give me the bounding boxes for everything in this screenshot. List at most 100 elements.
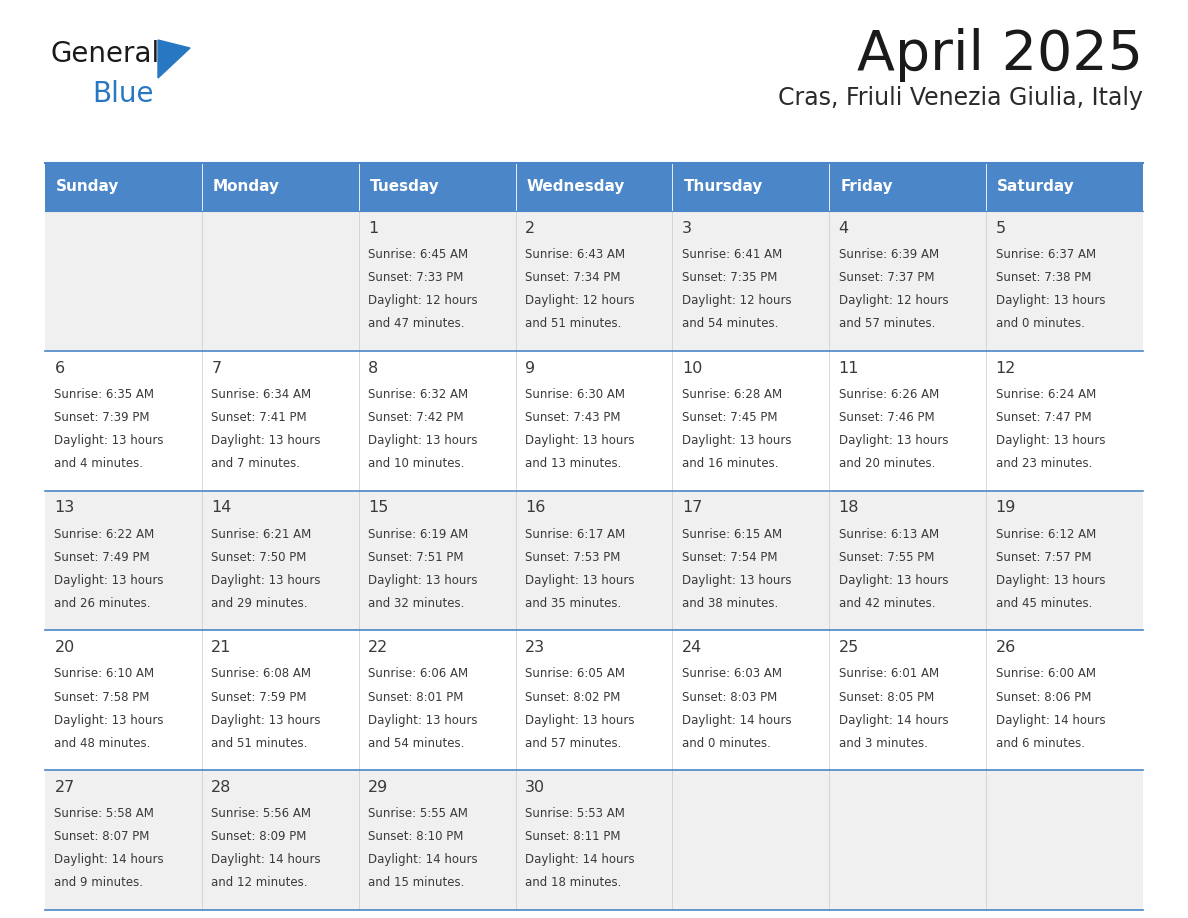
Text: and 10 minutes.: and 10 minutes.: [368, 457, 465, 470]
Text: 4: 4: [839, 221, 848, 236]
Text: Daylight: 13 hours: Daylight: 13 hours: [368, 713, 478, 726]
Text: 12: 12: [996, 361, 1016, 375]
Text: Friday: Friday: [840, 180, 893, 195]
Text: Sunrise: 6:10 AM: Sunrise: 6:10 AM: [55, 667, 154, 680]
Text: Sunrise: 6:08 AM: Sunrise: 6:08 AM: [211, 667, 311, 680]
Text: Sunrise: 6:34 AM: Sunrise: 6:34 AM: [211, 387, 311, 401]
Text: 22: 22: [368, 640, 388, 655]
Text: General: General: [50, 40, 159, 68]
Text: Sunrise: 6:05 AM: Sunrise: 6:05 AM: [525, 667, 625, 680]
Text: Sunset: 8:05 PM: Sunset: 8:05 PM: [839, 690, 934, 703]
Text: Sunset: 7:34 PM: Sunset: 7:34 PM: [525, 271, 620, 284]
Text: Sunday: Sunday: [56, 180, 119, 195]
Text: Daylight: 13 hours: Daylight: 13 hours: [368, 574, 478, 587]
Text: Sunset: 7:42 PM: Sunset: 7:42 PM: [368, 411, 463, 424]
Text: 23: 23: [525, 640, 545, 655]
Text: 1: 1: [368, 221, 378, 236]
Text: 10: 10: [682, 361, 702, 375]
Text: Sunrise: 6:17 AM: Sunrise: 6:17 AM: [525, 528, 625, 541]
Bar: [45, 631, 1143, 770]
Text: Sunset: 7:49 PM: Sunset: 7:49 PM: [55, 551, 150, 564]
Text: Sunrise: 6:01 AM: Sunrise: 6:01 AM: [839, 667, 939, 680]
Text: Daylight: 13 hours: Daylight: 13 hours: [996, 434, 1105, 447]
Text: 30: 30: [525, 780, 545, 795]
Text: Daylight: 13 hours: Daylight: 13 hours: [682, 574, 791, 587]
Text: Blue: Blue: [91, 80, 153, 108]
Text: 8: 8: [368, 361, 378, 375]
Text: 24: 24: [682, 640, 702, 655]
Text: Sunrise: 6:24 AM: Sunrise: 6:24 AM: [996, 387, 1095, 401]
Text: and 38 minutes.: and 38 minutes.: [682, 597, 778, 610]
Text: Sunset: 7:35 PM: Sunset: 7:35 PM: [682, 271, 777, 284]
Text: Sunset: 7:50 PM: Sunset: 7:50 PM: [211, 551, 307, 564]
Text: and 0 minutes.: and 0 minutes.: [682, 736, 771, 750]
Text: Sunset: 7:37 PM: Sunset: 7:37 PM: [839, 271, 934, 284]
Text: Sunset: 8:11 PM: Sunset: 8:11 PM: [525, 830, 620, 844]
Bar: [202, 163, 359, 211]
Text: Sunset: 7:55 PM: Sunset: 7:55 PM: [839, 551, 934, 564]
Text: Sunset: 7:58 PM: Sunset: 7:58 PM: [55, 690, 150, 703]
Text: Sunrise: 6:13 AM: Sunrise: 6:13 AM: [839, 528, 939, 541]
Text: Sunrise: 6:22 AM: Sunrise: 6:22 AM: [55, 528, 154, 541]
Text: Sunrise: 6:41 AM: Sunrise: 6:41 AM: [682, 248, 782, 261]
Text: Sunset: 7:33 PM: Sunset: 7:33 PM: [368, 271, 463, 284]
Text: and 29 minutes.: and 29 minutes.: [211, 597, 308, 610]
Text: Daylight: 13 hours: Daylight: 13 hours: [996, 574, 1105, 587]
Bar: [45, 770, 1143, 910]
Text: Sunset: 7:53 PM: Sunset: 7:53 PM: [525, 551, 620, 564]
Text: 15: 15: [368, 500, 388, 515]
Text: 5: 5: [996, 221, 1006, 236]
Text: Daylight: 13 hours: Daylight: 13 hours: [525, 713, 634, 726]
Text: Daylight: 13 hours: Daylight: 13 hours: [55, 434, 164, 447]
Text: Daylight: 12 hours: Daylight: 12 hours: [525, 294, 634, 308]
Bar: [45, 163, 202, 211]
Text: Sunset: 7:54 PM: Sunset: 7:54 PM: [682, 551, 777, 564]
Text: Sunset: 7:47 PM: Sunset: 7:47 PM: [996, 411, 1092, 424]
Text: Daylight: 14 hours: Daylight: 14 hours: [682, 713, 791, 726]
Text: and 6 minutes.: and 6 minutes.: [996, 736, 1085, 750]
Text: Sunrise: 5:56 AM: Sunrise: 5:56 AM: [211, 807, 311, 821]
Text: Sunset: 8:02 PM: Sunset: 8:02 PM: [525, 690, 620, 703]
Text: and 26 minutes.: and 26 minutes.: [55, 597, 151, 610]
Text: Sunset: 7:45 PM: Sunset: 7:45 PM: [682, 411, 777, 424]
Text: and 16 minutes.: and 16 minutes.: [682, 457, 778, 470]
Text: and 13 minutes.: and 13 minutes.: [525, 457, 621, 470]
Bar: [986, 163, 1143, 211]
Text: and 9 minutes.: and 9 minutes.: [55, 877, 144, 890]
Text: 18: 18: [839, 500, 859, 515]
Text: 19: 19: [996, 500, 1016, 515]
Text: Sunrise: 6:32 AM: Sunrise: 6:32 AM: [368, 387, 468, 401]
Text: Sunrise: 6:45 AM: Sunrise: 6:45 AM: [368, 248, 468, 261]
Text: Daylight: 13 hours: Daylight: 13 hours: [211, 434, 321, 447]
Text: and 32 minutes.: and 32 minutes.: [368, 597, 465, 610]
Text: and 7 minutes.: and 7 minutes.: [211, 457, 301, 470]
Text: Sunset: 8:07 PM: Sunset: 8:07 PM: [55, 830, 150, 844]
Text: Daylight: 12 hours: Daylight: 12 hours: [682, 294, 791, 308]
Text: Sunset: 7:51 PM: Sunset: 7:51 PM: [368, 551, 463, 564]
Bar: [45, 351, 1143, 490]
Text: Sunset: 7:43 PM: Sunset: 7:43 PM: [525, 411, 620, 424]
Text: and 20 minutes.: and 20 minutes.: [839, 457, 935, 470]
Text: 13: 13: [55, 500, 75, 515]
Text: and 51 minutes.: and 51 minutes.: [211, 736, 308, 750]
Text: and 0 minutes.: and 0 minutes.: [996, 318, 1085, 330]
Text: Daylight: 13 hours: Daylight: 13 hours: [368, 434, 478, 447]
Text: and 15 minutes.: and 15 minutes.: [368, 877, 465, 890]
Text: Sunrise: 5:55 AM: Sunrise: 5:55 AM: [368, 807, 468, 821]
Text: Wednesday: Wednesday: [526, 180, 625, 195]
Text: Daylight: 14 hours: Daylight: 14 hours: [368, 854, 478, 867]
Text: Sunset: 8:06 PM: Sunset: 8:06 PM: [996, 690, 1091, 703]
Text: and 57 minutes.: and 57 minutes.: [525, 736, 621, 750]
Bar: [829, 163, 986, 211]
Text: and 3 minutes.: and 3 minutes.: [839, 736, 928, 750]
Bar: [672, 163, 829, 211]
Text: Sunrise: 5:58 AM: Sunrise: 5:58 AM: [55, 807, 154, 821]
Text: Sunset: 8:03 PM: Sunset: 8:03 PM: [682, 690, 777, 703]
Text: Daylight: 13 hours: Daylight: 13 hours: [55, 574, 164, 587]
Text: 26: 26: [996, 640, 1016, 655]
Text: 27: 27: [55, 780, 75, 795]
Text: 28: 28: [211, 780, 232, 795]
Text: Sunrise: 6:19 AM: Sunrise: 6:19 AM: [368, 528, 468, 541]
Text: Thursday: Thursday: [683, 180, 763, 195]
Text: Daylight: 13 hours: Daylight: 13 hours: [525, 434, 634, 447]
